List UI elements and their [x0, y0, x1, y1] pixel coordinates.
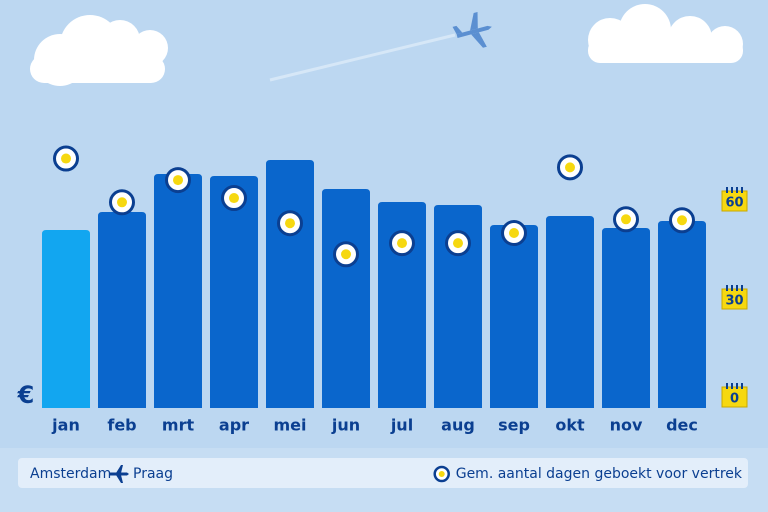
dot	[501, 220, 527, 247]
bar	[602, 228, 650, 408]
dot-core	[509, 228, 519, 239]
cloud	[30, 15, 168, 86]
x-tick-label: sep	[498, 416, 530, 435]
dot-core	[565, 162, 575, 173]
dot-core	[677, 215, 687, 226]
bar	[266, 160, 314, 408]
route-to: Praag	[133, 466, 173, 482]
route-from: Amsterdam	[30, 466, 111, 482]
dot	[221, 185, 247, 212]
route-plane	[109, 465, 129, 483]
calendar-icon	[721, 288, 748, 310]
dot	[277, 210, 303, 237]
bar	[322, 189, 370, 408]
dot-core	[117, 197, 127, 208]
y2-tick-label: 0	[730, 392, 739, 407]
calendar-ring	[731, 187, 733, 193]
calendar-ring	[726, 187, 728, 193]
dot-core	[229, 193, 239, 204]
x-tick-label: jul	[390, 416, 413, 435]
legend-label: Gem. aantal dagen geboekt voor vertrek	[456, 466, 743, 482]
contrail	[269, 33, 456, 82]
x-tick-label: dec	[666, 416, 698, 435]
dot	[669, 207, 695, 234]
calendar-ring	[731, 285, 733, 291]
dot	[53, 145, 79, 172]
bar	[434, 205, 482, 408]
y2-tick-label: 30	[725, 294, 743, 309]
dot	[445, 230, 471, 257]
x-tick-label: aug	[441, 416, 475, 435]
y2-tick: 60	[721, 187, 748, 212]
x-tick-label: mei	[273, 416, 306, 435]
legend-dot-core	[438, 471, 445, 477]
dot-core	[453, 238, 463, 249]
cloud	[588, 4, 743, 63]
dot	[389, 230, 415, 257]
calendar-icon	[721, 190, 748, 212]
dot	[109, 189, 135, 216]
bar	[42, 230, 90, 408]
calendar-ring	[741, 285, 743, 291]
legend-box	[18, 458, 748, 488]
x-tick-label: jun	[331, 416, 360, 435]
dot-core	[61, 153, 71, 164]
x-tick-label: apr	[219, 416, 249, 435]
bar	[98, 212, 146, 408]
calendar-ring	[731, 383, 733, 389]
y2-tick: 30	[721, 285, 748, 310]
calendar-ring	[736, 383, 738, 389]
plane	[452, 11, 492, 48]
bar	[546, 216, 594, 408]
dot	[557, 154, 583, 181]
y2-tick-label: 60	[725, 196, 743, 211]
dot	[333, 241, 359, 268]
dot-core	[285, 218, 295, 229]
x-tick-label: nov	[610, 416, 643, 435]
dot-core	[621, 214, 631, 225]
bar	[154, 174, 202, 408]
calendar-ring	[736, 187, 738, 193]
dot-core	[341, 249, 351, 260]
bar	[210, 176, 258, 408]
bar	[490, 225, 538, 408]
calendar-icon	[721, 386, 748, 408]
dot-core	[397, 238, 407, 249]
dot	[165, 167, 191, 194]
dot	[613, 206, 639, 233]
x-tick-label: jan	[51, 416, 80, 435]
calendar-ring	[726, 383, 728, 389]
x-tick-label: mrt	[162, 416, 195, 435]
calendar-ring	[736, 285, 738, 291]
dot-core	[173, 175, 183, 186]
y-axis-label: €	[17, 381, 35, 409]
x-tick-label: okt	[555, 416, 585, 435]
calendar-ring	[741, 187, 743, 193]
y2-tick: 0	[721, 383, 748, 408]
legend: Amsterdam Praag	[18, 458, 748, 488]
x-tick-label: feb	[107, 416, 136, 435]
bar	[658, 221, 706, 408]
calendar-ring	[741, 383, 743, 389]
bar	[378, 202, 426, 408]
calendar-ring	[726, 285, 728, 291]
